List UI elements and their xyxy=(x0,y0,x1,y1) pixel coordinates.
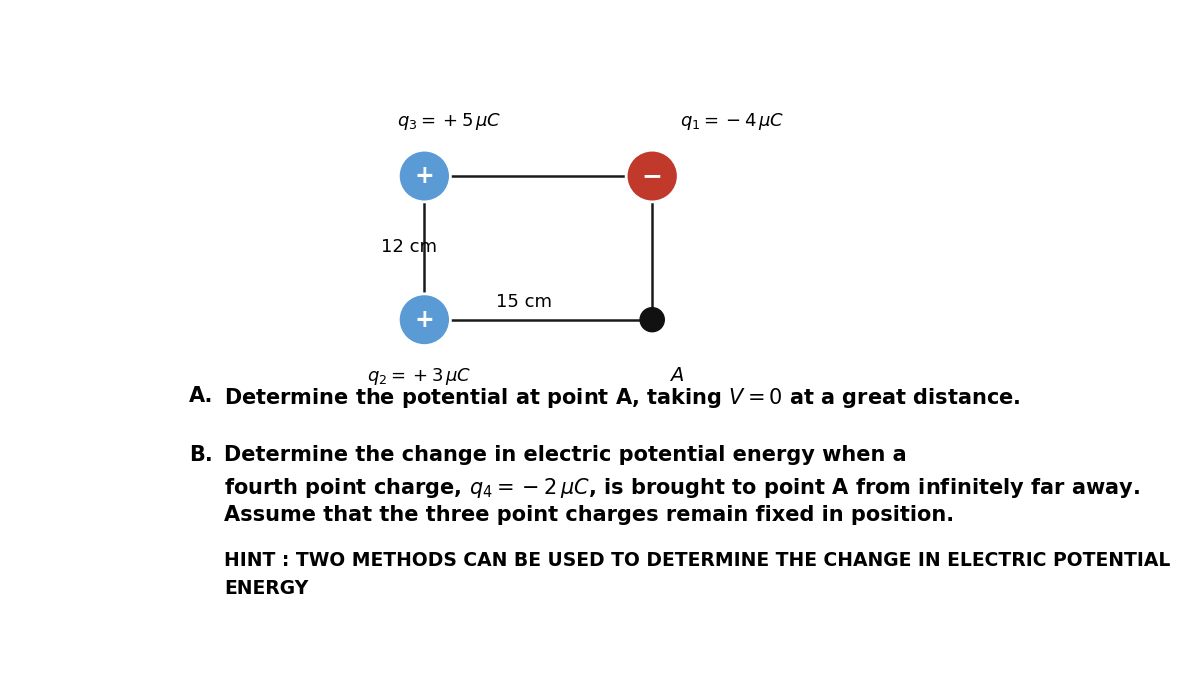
Text: +: + xyxy=(414,164,434,188)
Text: ENERGY: ENERGY xyxy=(224,579,308,598)
Text: A.: A. xyxy=(190,386,214,406)
Text: $q_1 = -4\,\mu C$: $q_1 = -4\,\mu C$ xyxy=(680,111,785,132)
Text: +: + xyxy=(414,307,434,332)
Text: 12 cm: 12 cm xyxy=(380,238,437,256)
Ellipse shape xyxy=(640,307,665,332)
Text: HINT : TWO METHODS CAN BE USED TO DETERMINE THE CHANGE IN ELECTRIC POTENTIAL: HINT : TWO METHODS CAN BE USED TO DETERM… xyxy=(224,551,1171,570)
Text: −: − xyxy=(642,164,662,188)
Text: Determine the change in electric potential energy when a: Determine the change in electric potenti… xyxy=(224,445,907,465)
Text: $q_2 = +3\,\mu C$: $q_2 = +3\,\mu C$ xyxy=(367,366,472,387)
Ellipse shape xyxy=(398,294,450,346)
Text: 15 cm: 15 cm xyxy=(496,293,552,311)
Text: $q_3 = +5\,\mu C$: $q_3 = +5\,\mu C$ xyxy=(397,111,502,132)
Text: $A$: $A$ xyxy=(668,366,684,385)
Text: Determine the potential at point A, taking $V = 0$ at a great distance.: Determine the potential at point A, taki… xyxy=(224,386,1021,410)
Ellipse shape xyxy=(398,150,450,202)
Text: Assume that the three point charges remain fixed in position.: Assume that the three point charges rema… xyxy=(224,505,954,525)
Text: fourth point charge, $q_4 = -2\,\mu C$, is brought to point A from infinitely fa: fourth point charge, $q_4 = -2\,\mu C$, … xyxy=(224,475,1140,500)
Ellipse shape xyxy=(626,150,678,202)
Text: B.: B. xyxy=(190,445,212,465)
